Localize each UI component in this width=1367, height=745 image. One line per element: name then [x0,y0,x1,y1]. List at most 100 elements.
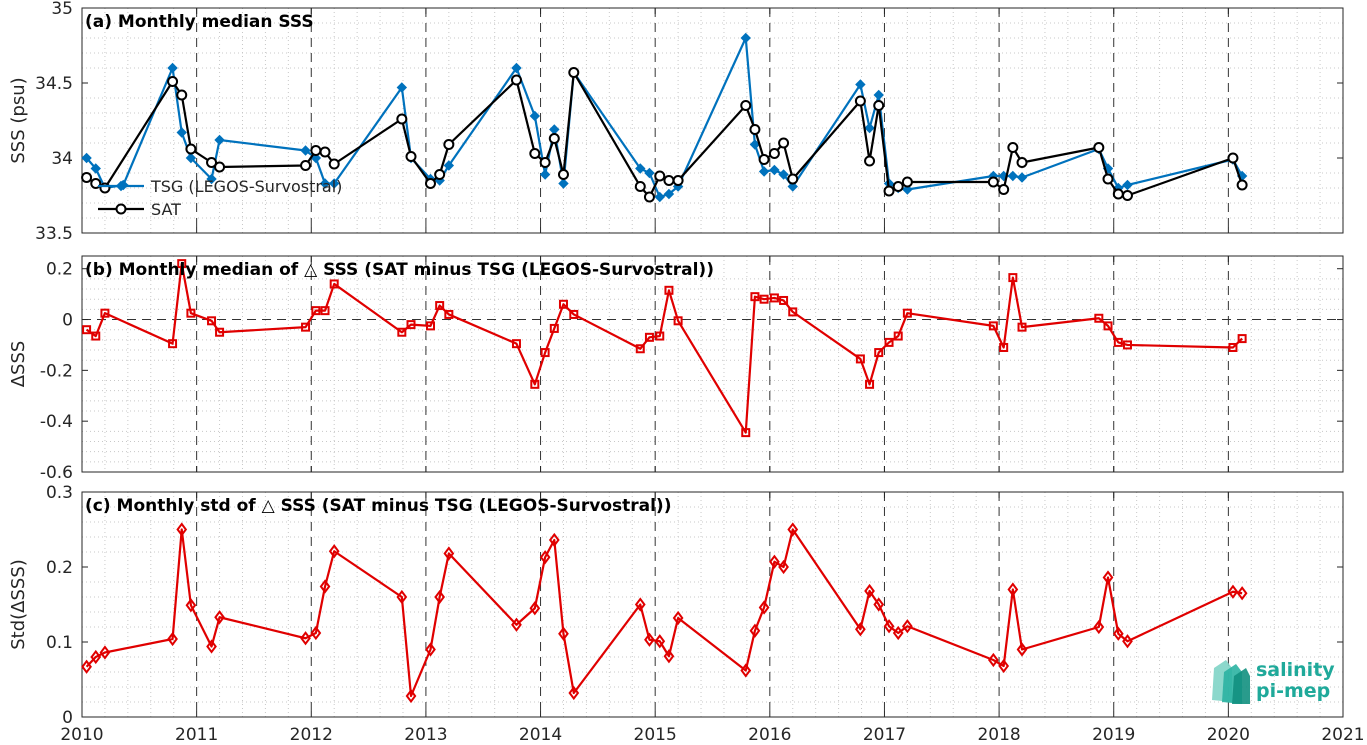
y-tick-label: 34 [51,149,73,169]
panel-title: (c) Monthly std of △ SSS (SAT minus TSG … [85,496,671,516]
data-point [778,169,789,180]
data-point [549,323,559,333]
data-point [548,133,560,144]
data-point [328,544,340,559]
data-point [167,76,179,87]
markers [81,67,1248,203]
data-point [1113,337,1123,347]
data-point [443,546,455,561]
data-point [82,325,92,335]
data-point [177,259,187,269]
y-tick-label: 0 [62,311,73,331]
data-point [758,154,770,165]
data-point [749,124,761,135]
panel-c: 0 0.1 0.2 0.3 2010 2011 2012 2013 2014 2015 2016 20… [8,483,1365,745]
logo-text-line1: salinity [1256,659,1335,681]
data-point [510,74,522,86]
data-point [539,550,551,565]
data-point [1236,586,1248,601]
data-point [787,173,799,185]
data-point [328,178,340,189]
axes-box [81,255,1344,473]
data-point [167,631,178,647]
data-point [568,67,580,78]
data-point [634,597,646,612]
data-point [81,659,92,674]
data-point [1227,584,1239,599]
data-point [778,137,790,149]
y-tick-label: 35 [51,0,73,19]
minor-grid [82,8,1343,233]
data-point [769,293,779,303]
delta-median-line [85,262,1243,434]
data-point [892,181,904,192]
delta-std-line [85,528,1243,698]
y-axis-title: Std(ΔSSS) [8,559,29,650]
data-point [99,645,111,660]
data-point [987,652,999,668]
data-point [167,62,178,74]
data-point [425,321,435,331]
panel-title: (b) Monthly median of △ SSS (SAT minus T… [85,260,714,280]
data-point [396,82,408,93]
data-point [176,127,187,138]
data-point [1016,157,1028,168]
data-point [998,184,1010,195]
x-tick-label: 2010 [60,725,103,745]
data-point [1093,142,1105,153]
data-point [864,583,875,599]
markers [81,522,1248,704]
legend: TSG (LEGOS-Survostral) SAT [98,177,342,219]
data-point [207,316,217,326]
data-point [654,170,666,182]
data-point [557,169,569,180]
data-point [672,175,684,186]
data-point [663,649,675,664]
data-point [1094,313,1104,323]
data-point [635,163,646,174]
data-point [1122,179,1133,191]
data-point [1112,626,1124,641]
data-point [892,625,904,641]
y-tick-label: 0.3 [46,483,73,503]
x-tick-label: 2016 [748,725,791,745]
data-point [168,339,178,349]
data-point [434,169,446,180]
y-tick-label: -0.2 [40,361,73,381]
data-point [1103,321,1113,331]
data-point [758,166,770,177]
y-tick-label: 33.5 [35,224,73,244]
data-point [787,181,798,192]
data-point [778,559,789,575]
data-point [884,337,894,347]
data-point [311,306,321,316]
x-tick-label: 2020 [1207,725,1250,745]
data-point [1228,342,1238,352]
panel-a: 33.5 34 34.5 35 SSS (psu) (a) Monthly median … [8,0,1344,244]
data-point [185,143,197,155]
x-tick-label: 2015 [634,725,677,745]
panel-title: (a) Monthly median SSS [85,12,314,32]
minor-grid [82,256,1343,472]
data-point [425,642,436,657]
data-point [654,191,665,203]
data-point [530,379,540,389]
data-point [644,632,655,647]
data-point [874,348,884,358]
data-point [443,160,455,171]
y-tick-label: 0 [62,708,73,728]
data-point [663,175,675,186]
axes-box [81,7,1344,234]
data-point [768,148,780,159]
data-point [740,100,752,111]
data-point [328,158,340,170]
data-point [185,598,197,613]
y-axis-title: SSS (psu) [8,77,29,163]
data-point [644,332,654,342]
data-point [406,320,416,330]
data-point [988,321,998,331]
data-point [100,308,110,318]
data-point [1016,642,1028,657]
